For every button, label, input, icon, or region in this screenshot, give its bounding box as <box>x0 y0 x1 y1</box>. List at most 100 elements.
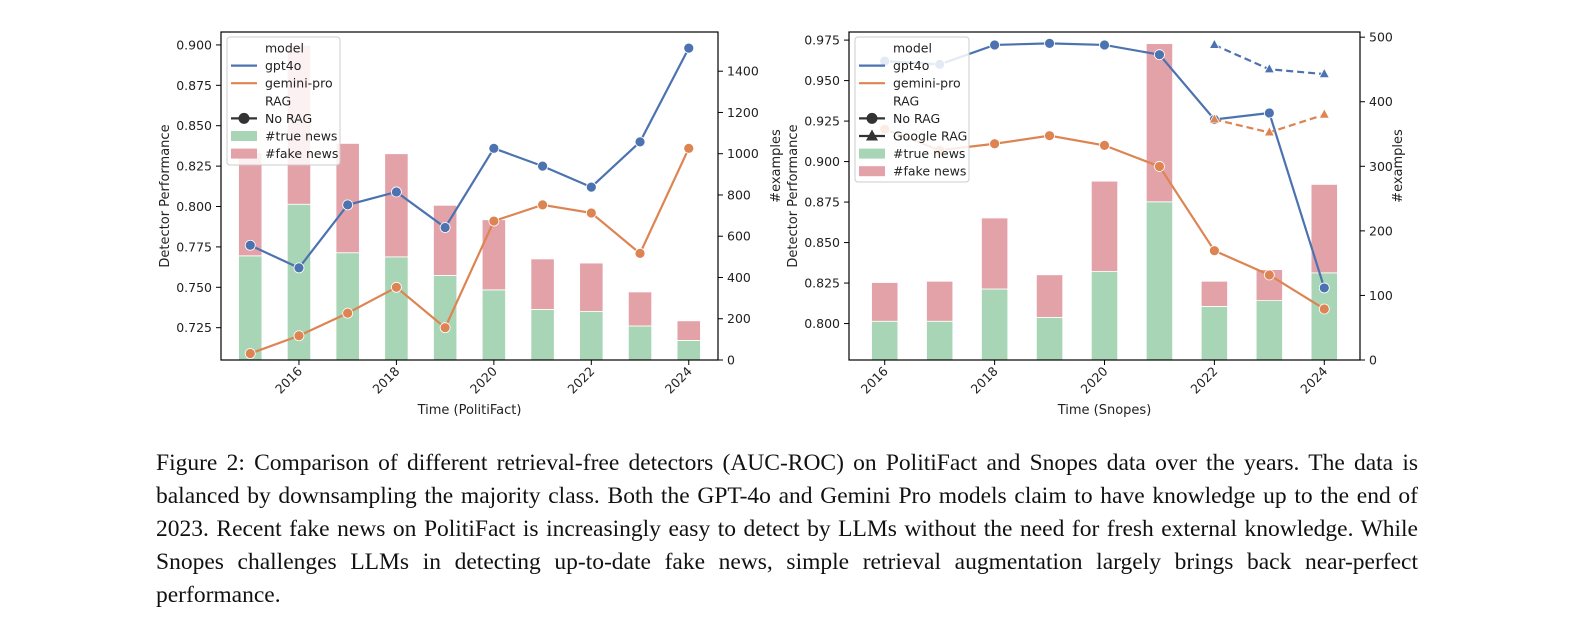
figure: 0.725 0.750 0.775 0.800 0.825 0.850 0.875 0.900… <box>158 30 1406 418</box>
data-point <box>342 199 354 211</box>
bar-fake-news <box>335 142 360 254</box>
y-tick-label: 0.950 <box>804 73 840 88</box>
bar-fake-news <box>1035 274 1064 318</box>
y-tick-label: 0.800 <box>804 316 840 331</box>
data-point <box>1099 39 1110 51</box>
y2-tick-label: 500 <box>1369 30 1393 45</box>
data-point <box>342 307 354 319</box>
y2-tick-label: 200 <box>1369 223 1393 238</box>
legend-marker-circle <box>238 112 250 124</box>
data-point <box>488 142 500 154</box>
y2-tick-label: 400 <box>727 270 751 285</box>
data-point <box>1318 108 1330 119</box>
data-point <box>1263 125 1276 137</box>
bar-true-news <box>1035 316 1064 361</box>
series-line-gemini-pro <box>249 147 690 355</box>
legend-header: model <box>893 41 932 56</box>
legend-patch-swatch <box>859 148 885 159</box>
bar-fake-news <box>926 280 954 322</box>
plot-frame <box>220 31 719 361</box>
x-tick-label: 2024 <box>662 363 695 396</box>
y-tick-label: 0.725 <box>176 320 212 335</box>
y2-tick-label: 300 <box>1369 159 1393 174</box>
bar-true-news <box>530 309 555 361</box>
legend-patch-swatch <box>231 148 257 159</box>
data-point <box>244 348 256 359</box>
y-tick-label: 0.900 <box>176 37 212 52</box>
y-tick-label: 0.875 <box>804 195 840 210</box>
legend-box <box>854 36 970 183</box>
legend-entry: gemini-pro <box>265 76 333 91</box>
legend-entry: gpt4o <box>893 58 929 73</box>
bar-fake-news <box>579 262 604 312</box>
chart-panel-0: 0.725 0.750 0.775 0.800 0.825 0.850 0.875 0.900… <box>158 31 784 418</box>
data-point <box>1318 282 1330 294</box>
bar-true-news <box>384 256 409 361</box>
legend-header: RAG <box>265 93 291 108</box>
y-tick-label: 0.800 <box>176 199 212 214</box>
data-point <box>537 160 548 172</box>
series-line-gpt4o <box>249 47 690 270</box>
legend-entry: No RAG <box>893 111 940 126</box>
bar-fake-news <box>676 320 701 341</box>
data-point <box>1099 139 1110 151</box>
legend-entry: #true news <box>893 146 965 161</box>
data-point <box>1208 38 1221 49</box>
y2-tick-label: 1000 <box>727 146 759 161</box>
bar-true-news <box>481 289 506 361</box>
data-point <box>391 186 402 198</box>
legend-patch-swatch <box>231 131 257 141</box>
y-tick-label: 0.775 <box>176 239 212 254</box>
bar-fake-news <box>1200 280 1228 307</box>
bar-true-news <box>1200 306 1228 361</box>
y-tick-label: 0.825 <box>804 276 840 291</box>
legend: model gpt4o gemini-pro RAG No RAG Google RAG #… <box>854 36 970 183</box>
x-axis-label: Time (Snopes) <box>1057 403 1152 418</box>
bar-fake-news <box>1090 180 1119 272</box>
legend-entry: gemini-pro <box>893 76 961 91</box>
legend-header: model <box>265 41 304 56</box>
data-point <box>989 138 1001 150</box>
x-tick-label: 2018 <box>369 363 402 396</box>
y2-axis-label: #examples <box>769 129 784 203</box>
bar-true-news <box>335 252 360 361</box>
data-point <box>1154 161 1165 172</box>
data-point <box>439 322 451 334</box>
y-axis-label: Detector Performance <box>158 124 173 267</box>
legend-header: RAG <box>893 93 919 108</box>
y2-tick-label: 0 <box>1369 353 1377 368</box>
data-point <box>634 136 646 148</box>
bar-fake-news <box>384 153 409 258</box>
legend-marker-circle <box>866 112 878 124</box>
data-point <box>488 215 500 227</box>
data-point <box>683 42 695 54</box>
data-point <box>1044 37 1055 49</box>
figure-caption: Figure 2: Comparison of different retrie… <box>156 450 1418 608</box>
bar-true-news <box>981 288 1009 361</box>
y-tick-label: 0.975 <box>804 33 840 48</box>
data-point <box>1318 67 1330 79</box>
data-point <box>585 207 597 219</box>
data-point <box>585 181 597 193</box>
legend-entry: #fake news <box>893 164 966 179</box>
legend-entry: #true news <box>265 129 337 144</box>
y2-tick-label: 1400 <box>727 64 759 79</box>
legend-entry: gpt4o <box>265 58 301 73</box>
y2-tick-label: 1200 <box>727 105 759 120</box>
x-tick-label: 2020 <box>467 363 500 396</box>
data-point <box>391 281 402 293</box>
data-point <box>1263 62 1276 74</box>
x-tick-label: 2016 <box>272 363 305 396</box>
data-point <box>293 262 305 274</box>
x-tick-label: 2020 <box>1078 363 1111 396</box>
data-point <box>244 239 256 251</box>
data-point <box>1154 49 1165 61</box>
bar-fake-news <box>627 291 653 327</box>
bar-fake-news <box>871 282 899 322</box>
y-tick-label: 0.825 <box>176 159 212 174</box>
legend-patch-swatch <box>859 166 885 177</box>
data-point <box>683 142 695 154</box>
bar-true-news <box>433 275 458 361</box>
bar-fake-news <box>1145 43 1174 203</box>
y2-tick-label: 800 <box>727 187 751 202</box>
